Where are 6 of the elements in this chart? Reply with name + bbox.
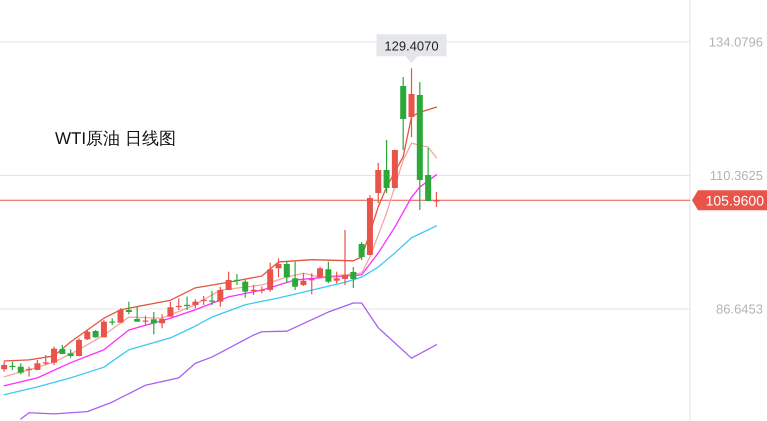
y-tick-label: 110.3625 (710, 168, 763, 183)
annotation: 129.4070 (384, 38, 439, 54)
y-tick-label: 86.6453 (716, 301, 763, 316)
y-tick-label: 134.0796 (708, 34, 763, 50)
ref-line-label: 105.9600 (706, 192, 764, 208)
text: WTI原油 日线图 (55, 129, 176, 148)
